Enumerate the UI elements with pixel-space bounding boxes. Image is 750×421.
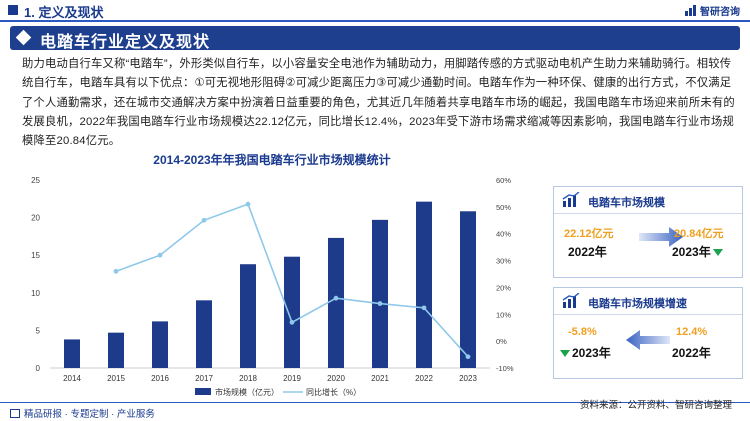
x-tick-label: 2015	[107, 374, 125, 383]
growth-point	[289, 319, 295, 325]
bar-mark	[196, 300, 212, 368]
page-title-bar: 电踏车行业定义及现状	[10, 26, 740, 51]
left-tick-label: 10	[31, 289, 40, 298]
bar-mark	[108, 332, 124, 368]
legend-bar-label: 市场规模（亿元）	[215, 387, 279, 397]
bar-mark	[328, 237, 344, 368]
value-2022: 22.12亿元	[564, 228, 614, 240]
card-title: 电踏车市场规模	[588, 197, 665, 209]
x-tick-label: 2023	[459, 374, 477, 383]
growth-point	[377, 301, 383, 306]
x-tick-label: 2022	[415, 374, 433, 383]
source-note: 资料来源：公开资料、智研咨询整理	[579, 400, 732, 411]
growth-point	[421, 305, 427, 311]
description-paragraph: 助力电动自行车又称“电踏车”，外形类似自行车，以小容量安全电池作为辅助动力，用脚…	[22, 58, 735, 148]
legend-bar-swatch	[195, 388, 211, 395]
bar-mark	[372, 219, 388, 368]
market-size-card: 电踏车市场规模 22.12亿元 2022年 20.84亿元 2023年	[553, 186, 743, 278]
left-arrow-icon	[626, 330, 670, 350]
bar-mark	[240, 264, 256, 368]
bar-chart-icon	[562, 192, 580, 207]
bar-mark	[416, 201, 432, 368]
down-arrow-icon	[712, 249, 723, 257]
right-arrow-icon	[639, 227, 683, 247]
right-tick-label: 30%	[496, 257, 511, 266]
brand: 智研咨询	[685, 3, 740, 18]
left-tick-label: 0	[36, 364, 41, 373]
growth-2023-year: 2023年	[572, 346, 611, 360]
right-tick-label: 40%	[496, 230, 511, 239]
growth-rate-card: 电踏车市场规模增速 -5.8% 2023年 12.4% 2022年	[553, 287, 743, 379]
right-tick-label: 50%	[496, 203, 511, 212]
left-tick-label: 15	[31, 251, 40, 260]
bar-mark	[460, 211, 476, 368]
x-tick-label: 2019	[283, 374, 301, 383]
right-tick-label: 20%	[496, 283, 511, 292]
card-title: 电踏车市场规模增速	[588, 298, 687, 310]
x-tick-label: 2021	[371, 374, 389, 383]
growth-point	[245, 201, 251, 207]
right-tick-label: 10%	[496, 310, 511, 319]
card-header: 电踏车市场规模	[554, 187, 742, 213]
legend-line-label: 同比增长（%）	[306, 387, 361, 397]
growth-2023-value: -5.8%	[568, 326, 597, 338]
x-tick-label: 2020	[327, 374, 345, 383]
right-tick-label: 0%	[496, 337, 507, 346]
growth-2023-year-wrap: 2023年	[560, 344, 611, 361]
x-tick-label: 2018	[239, 374, 257, 383]
growth-2022-year: 2022年	[672, 346, 711, 360]
card-header: 电踏车市场规模增速	[554, 288, 742, 314]
footer-tagline: 精品研报 · 专题定制 · 产业服务	[10, 406, 155, 420]
bar-mark	[284, 256, 300, 368]
footer-tagline-text: 精品研报 · 专题定制 · 产业服务	[24, 409, 155, 420]
left-tick-label: 5	[36, 326, 41, 335]
header-divider	[0, 20, 750, 22]
bar-chart-icon	[562, 293, 580, 308]
growth-point	[113, 268, 119, 274]
year-2023: 2023年	[672, 245, 711, 259]
x-tick-label: 2017	[195, 374, 213, 383]
right-tick-label: -10%	[496, 364, 514, 373]
diamond-icon	[15, 29, 32, 46]
section-title: 1. 定义及现状	[24, 5, 104, 20]
brand-logo-icon	[685, 5, 697, 16]
year-2023-wrap: 2023年	[672, 243, 723, 260]
growth-2022-value: 12.4%	[676, 326, 708, 338]
card-divider	[554, 213, 742, 214]
growth-point	[333, 295, 339, 301]
left-tick-label: 20	[31, 214, 40, 223]
document-icon	[10, 408, 20, 418]
section-marker	[8, 5, 18, 15]
brand-name: 智研咨询	[700, 7, 740, 18]
year-2022: 2022年	[568, 245, 607, 259]
right-tick-label: 60%	[496, 176, 511, 185]
bar-mark	[64, 339, 80, 368]
chart-title: 2014-2023年年我国电踏车行业市场规模统计	[153, 153, 391, 167]
x-tick-label: 2016	[151, 374, 169, 383]
footer-divider	[0, 402, 750, 403]
growth-point	[201, 217, 207, 223]
value-2023: 20.84亿元	[674, 228, 724, 240]
growth-line	[115, 203, 469, 358]
bar-mark	[152, 321, 168, 368]
page-title: 电踏车行业定义及现状	[40, 34, 211, 51]
down-arrow-icon	[560, 350, 570, 358]
top-header: 1. 定义及现状 智研咨询	[0, 0, 750, 20]
left-tick-label: 25	[31, 176, 40, 185]
card-divider	[554, 314, 742, 315]
x-tick-label: 2014	[63, 374, 81, 383]
growth-point	[157, 252, 163, 258]
growth-point	[465, 354, 471, 360]
